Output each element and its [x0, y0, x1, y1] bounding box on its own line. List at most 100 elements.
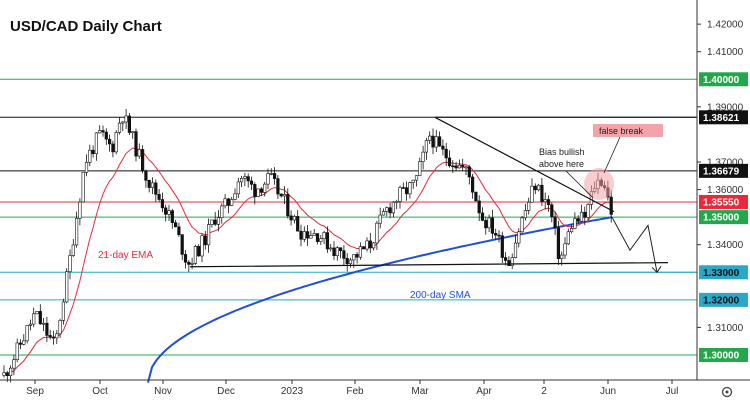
candle-body — [536, 184, 541, 191]
candle-body — [480, 212, 485, 221]
level-badge-label: 1.32000 — [703, 295, 740, 306]
candle-body — [457, 164, 462, 169]
candle-body — [98, 130, 102, 134]
candle-body — [533, 185, 537, 191]
x-tick-label: 2023 — [281, 386, 304, 397]
candle-body — [65, 271, 69, 303]
candle-body — [220, 205, 224, 218]
candle-body — [55, 333, 59, 339]
y-tick-label: 1.42000 — [707, 20, 744, 31]
candle-body — [263, 183, 267, 193]
candle-body — [213, 219, 217, 225]
candle-body — [474, 191, 478, 202]
level-badge-label: 1.33000 — [703, 268, 740, 279]
level-badge-label: 1.38621 — [703, 113, 740, 124]
candle-body — [15, 342, 19, 360]
candle-body — [141, 149, 145, 172]
candle-body — [45, 322, 49, 336]
candle-body — [38, 311, 42, 325]
candle-body — [437, 136, 442, 147]
candle-body — [464, 166, 468, 169]
candle-body — [48, 335, 52, 338]
y-tick-label: 1.37000 — [707, 157, 744, 168]
candle-body — [546, 199, 551, 205]
candle-body — [243, 176, 247, 179]
candle-body — [249, 180, 254, 185]
candle-body — [2, 372, 6, 376]
level-badge-label: 1.30000 — [703, 351, 740, 362]
y-tick-label: 1.34000 — [707, 240, 744, 251]
candle-body — [22, 340, 26, 345]
candle-body — [332, 247, 336, 257]
candle-body — [256, 188, 260, 197]
candle-body — [444, 148, 448, 159]
candle-body — [550, 204, 554, 218]
annotation-layer: false break Bias bullish above here 21-day … — [98, 124, 663, 301]
candle-body — [61, 301, 65, 321]
candle-body — [117, 122, 122, 133]
candle-body — [233, 193, 237, 200]
candle-body — [461, 164, 465, 168]
candle-body — [368, 240, 372, 249]
candle-body — [563, 243, 567, 256]
candle-body — [490, 217, 495, 234]
candle-body — [230, 199, 234, 206]
trend-layer — [189, 116, 697, 274]
candle-body — [395, 201, 399, 203]
chart-title: USD/CAD Daily Chart — [10, 18, 162, 35]
candle-body — [371, 242, 376, 249]
level-badge — [699, 163, 748, 178]
candle-body — [388, 207, 392, 214]
candle-body — [101, 130, 105, 133]
candle-body — [441, 145, 445, 150]
candle-body — [510, 257, 514, 267]
candle-body — [513, 242, 518, 258]
candle-body — [12, 359, 16, 369]
candle-body — [573, 218, 577, 229]
candle-body — [408, 182, 412, 195]
candle-body — [200, 235, 204, 257]
candle-body — [190, 263, 194, 265]
candle-body — [296, 216, 300, 232]
candle-body — [609, 196, 613, 215]
candle-body — [560, 254, 564, 260]
candle-body — [447, 157, 452, 167]
false-break-highlight — [584, 168, 614, 201]
ema-layer — [3, 147, 612, 374]
candle-body — [236, 181, 240, 195]
level-badge-label: 1.35000 — [703, 213, 740, 224]
candle-body — [147, 179, 151, 188]
candle-body — [470, 176, 475, 193]
level-badge — [699, 194, 748, 209]
candle-body — [322, 232, 326, 239]
candles-layer — [2, 109, 613, 383]
candle-body — [51, 336, 56, 339]
settings-gear-icon[interactable] — [721, 386, 733, 398]
level-badge-label: 1.36679 — [703, 166, 740, 177]
candle-body — [299, 230, 303, 240]
candle-body — [362, 246, 366, 250]
x-tick-label: Mar — [411, 386, 429, 397]
candle-body — [137, 149, 141, 157]
candle-body — [381, 211, 386, 216]
level-badge — [699, 110, 748, 125]
candle-body — [276, 178, 280, 195]
x-tick-label: Jul — [666, 386, 679, 397]
candle-body — [315, 233, 320, 242]
false-break-pointer — [603, 136, 621, 174]
candle-body — [553, 216, 557, 229]
candle-body — [451, 165, 455, 168]
candle-body — [309, 235, 313, 239]
candle-body — [121, 121, 125, 124]
candle-body — [28, 323, 33, 326]
y-tick-label: 1.39000 — [707, 102, 744, 113]
candle-body — [527, 201, 531, 211]
candle-body — [111, 143, 115, 153]
candle-body — [160, 199, 165, 209]
candle-body — [240, 178, 244, 183]
candle-body — [454, 165, 458, 169]
candle-body — [157, 194, 161, 200]
ema-line — [3, 147, 612, 374]
candle-body — [94, 132, 98, 155]
